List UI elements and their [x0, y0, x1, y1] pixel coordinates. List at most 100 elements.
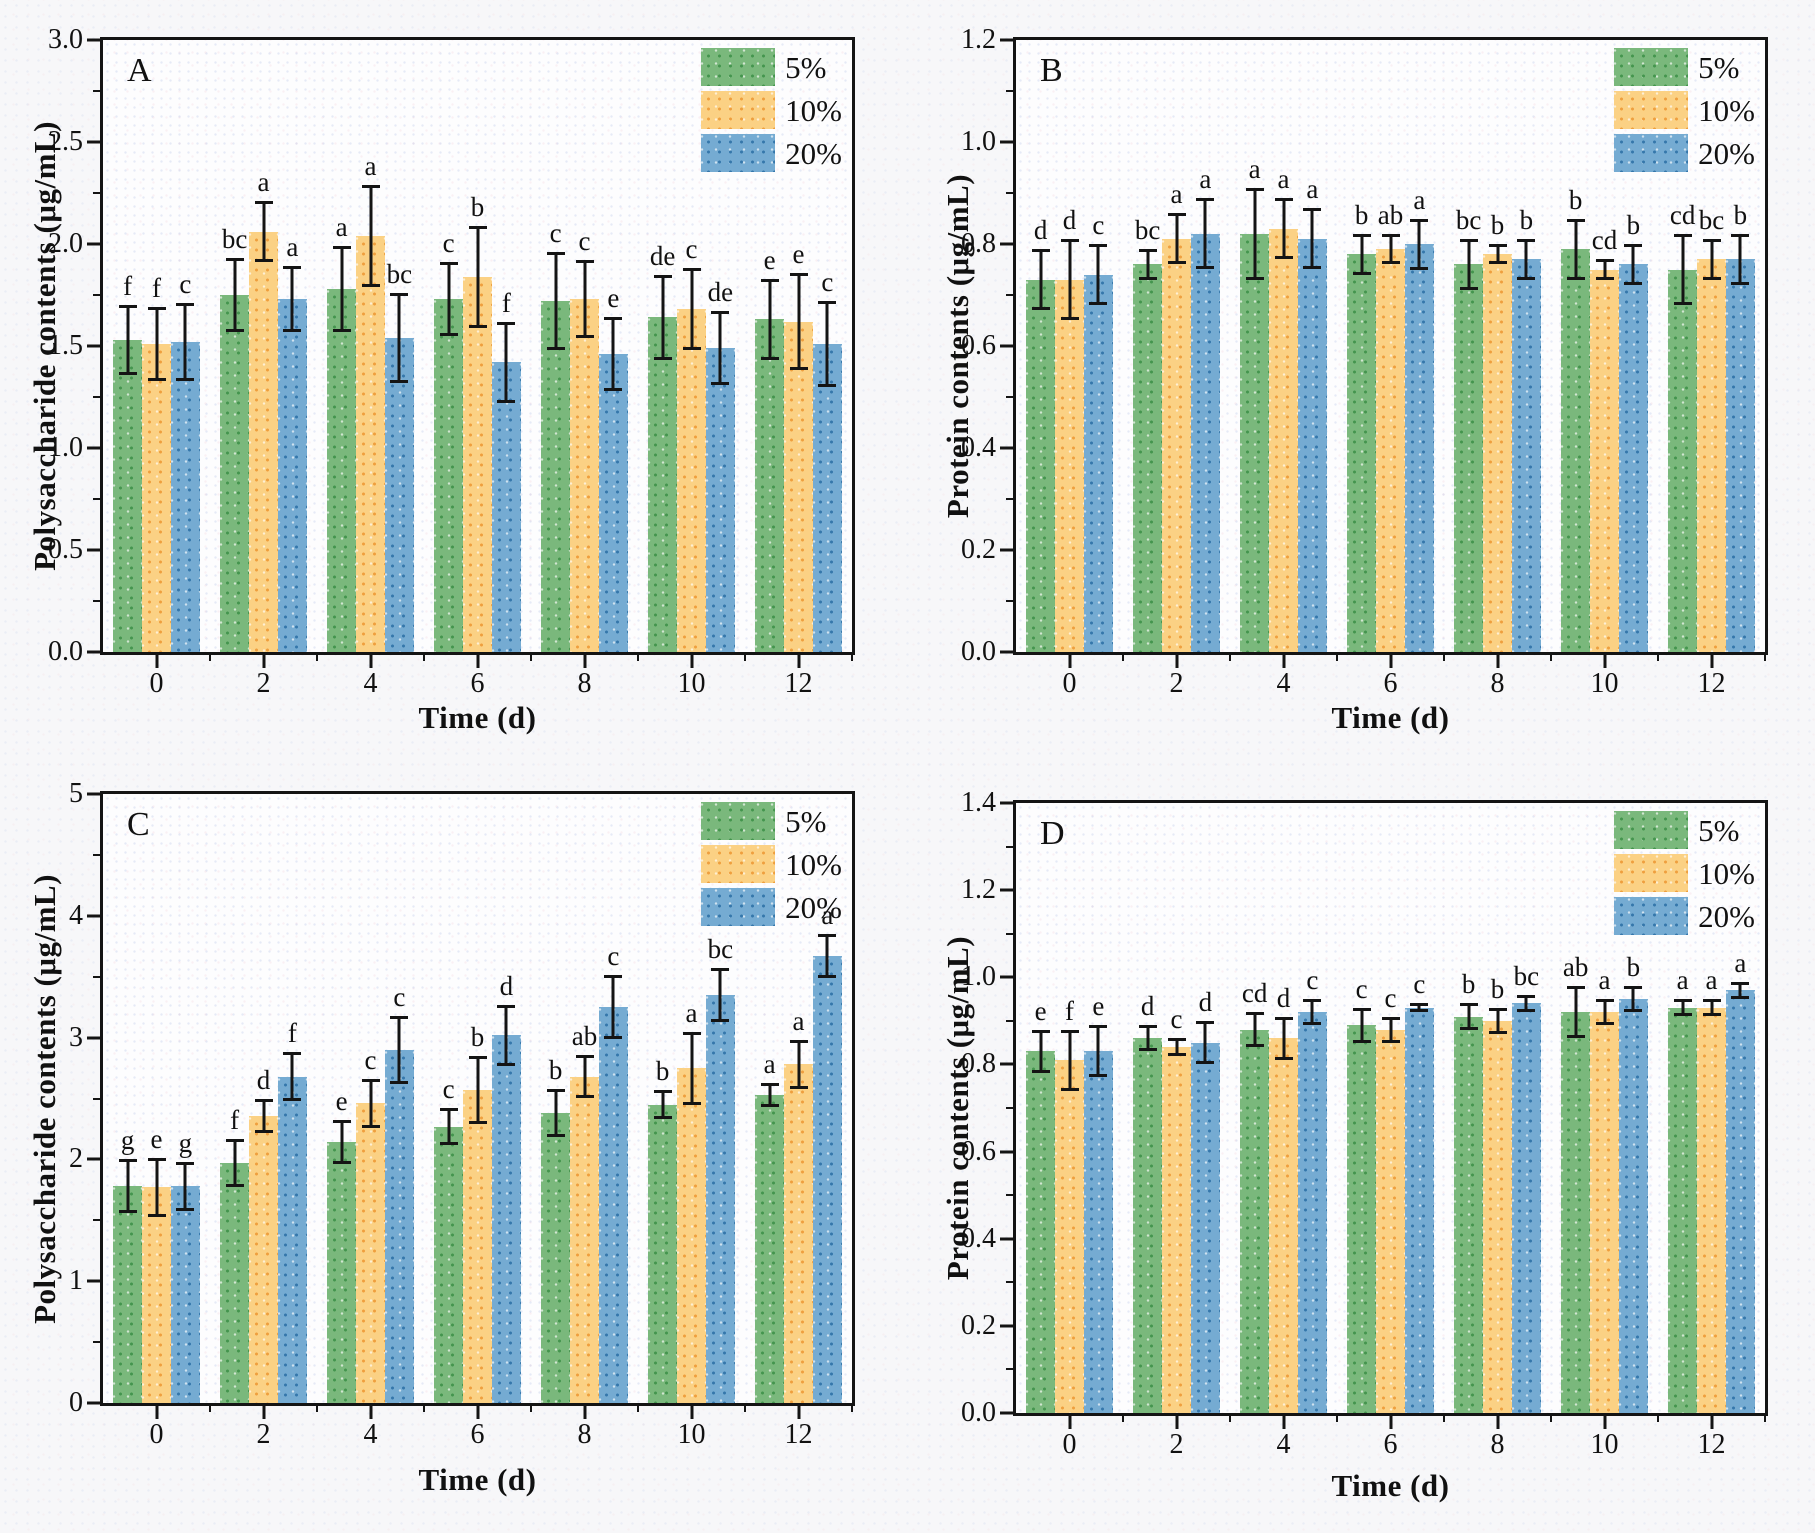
x-axis-minor-tick — [1336, 1415, 1338, 1422]
error-bar-10%-day6 — [468, 1055, 487, 1125]
y-axis-tick-label: 0.6 — [961, 1135, 996, 1167]
y-axis-major-tick — [1000, 242, 1013, 246]
sig-letter-20%-day0: g — [178, 1127, 193, 1158]
x-axis-minor-tick — [1657, 1415, 1659, 1422]
bar-20%-day0 — [1083, 1051, 1113, 1413]
sig-letter-5%-day8: bc — [1455, 204, 1482, 235]
sig-letter-20%-day12: b — [1733, 199, 1748, 230]
y-axis-minor-tick — [1006, 1019, 1013, 1022]
sig-letter-5%-day12: e — [763, 244, 776, 275]
error-bar-5%-day4 — [332, 246, 351, 332]
sig-letter-10%-day12: a — [792, 1006, 805, 1037]
bar-5%-day0 — [113, 339, 143, 652]
bar-10%-day10 — [677, 309, 706, 652]
x-axis-major-tick — [155, 1406, 158, 1419]
error-bar-10%-day6 — [1381, 233, 1400, 265]
bar-5%-day4 — [327, 1142, 357, 1403]
y-axis-major-tick — [87, 1036, 100, 1040]
y-axis-tick-label: 1.2 — [961, 874, 996, 906]
sig-letter-20%-day10: de — [707, 277, 734, 308]
x-axis-tick-label: 4 — [1276, 1429, 1291, 1460]
y-axis-tick-label: 1.5 — [48, 330, 83, 361]
error-bar-10%-day4 — [361, 184, 380, 287]
y-axis-tick-label: 0.2 — [961, 1309, 996, 1341]
sig-letter-5%-day2: d — [1140, 991, 1155, 1022]
x-axis-major-tick — [583, 1406, 586, 1419]
bar-20%-day10 — [1618, 999, 1648, 1413]
sig-letter-20%-day6: a — [1413, 184, 1426, 215]
bar-10%-day4 — [356, 235, 385, 652]
error-bar-10%-day10 — [1595, 259, 1614, 280]
sig-letter-10%-day4: a — [364, 150, 377, 181]
sig-letter-20%-day0: c — [1092, 210, 1105, 240]
error-bar-10%-day0 — [147, 307, 166, 381]
error-bar-10%-day10 — [682, 268, 701, 351]
y-axis-minor-tick — [93, 1341, 100, 1344]
bar-10%-day4 — [1269, 1038, 1298, 1413]
legend-label-5pct: 5% — [1698, 49, 1740, 85]
error-bar-20%-day12 — [1731, 233, 1750, 285]
sig-letter-5%-day4: a — [335, 212, 348, 243]
y-axis-major-tick — [1000, 38, 1013, 42]
legend-item-5pct: 5% — [701, 802, 827, 840]
bar-20%-day12 — [1725, 259, 1755, 652]
error-bar-20%-day4 — [390, 292, 409, 383]
x-axis-minor-tick — [423, 654, 425, 661]
bar-10%-day8 — [570, 1076, 599, 1403]
error-bar-10%-day0 — [1060, 238, 1079, 321]
error-bar-5%-day12 — [1673, 999, 1692, 1017]
error-bar-5%-day0 — [1031, 249, 1050, 311]
y-axis-major-tick — [87, 792, 100, 796]
x-axis-minor-tick — [744, 654, 746, 661]
plot-area-C: 0 1 2 3 4 5 0 2 4 6 8 10 12 g f e c b b a e d c b ab a a g f c d c bc a C… — [69, 778, 855, 1450]
error-bar-20%-day8 — [604, 975, 623, 1039]
bar-20%-day4 — [1297, 238, 1327, 652]
bar-5%-day8 — [1454, 264, 1484, 652]
bar-20%-day10 — [705, 994, 735, 1403]
bar-5%-day6 — [434, 299, 464, 652]
sig-letter-20%-day2: a — [1199, 164, 1212, 195]
bar-5%-day2 — [1133, 1038, 1163, 1413]
y-axis-major-tick — [87, 38, 100, 42]
sig-letter-5%-day8: b — [548, 1054, 563, 1085]
sig-letter-10%-day6: c — [1384, 982, 1397, 1013]
sig-letter-10%-day12: a — [1705, 965, 1718, 996]
sig-letter-10%-day10: c — [685, 234, 698, 265]
sig-letter-5%-day0: d — [1033, 215, 1048, 246]
legend-C: 5% 10% 20% — [701, 802, 842, 926]
x-axis-tick-label: 6 — [1383, 1429, 1398, 1460]
x-axis-tick-label: 12 — [784, 1419, 813, 1450]
sig-letter-10%-day6: b — [470, 1021, 485, 1052]
y-axis-tick-label: 5 — [69, 778, 83, 809]
y-axis-tick-label: 1 — [69, 1265, 83, 1297]
x-axis-title-A: Time (d) — [418, 700, 537, 735]
y-axis-major-tick — [1000, 1237, 1013, 1241]
bar-10%-day2 — [249, 231, 278, 652]
y-axis-title-text: Polysaccharide contents (μg/mL) — [27, 873, 63, 1324]
x-axis-major-tick — [1389, 1416, 1392, 1429]
legend-label-20pct: 20% — [785, 889, 842, 925]
y-axis-minor-tick — [93, 294, 100, 296]
legend-label-20pct: 20% — [785, 135, 842, 171]
error-bar-20%-day10 — [711, 311, 730, 385]
legend-swatch-10pct — [701, 91, 776, 129]
error-bar-20%-day2 — [283, 266, 302, 332]
sig-letter-5%-day4: cd — [1241, 978, 1268, 1009]
x-axis-minor-tick — [423, 1405, 425, 1412]
error-bar-10%-day10 — [682, 1031, 701, 1105]
x-axis-major-tick — [262, 655, 265, 668]
error-bar-10%-day12 — [1702, 238, 1721, 280]
x-axis-minor-tick — [316, 654, 318, 661]
sig-letter-20%-day12: c — [821, 267, 834, 298]
y-axis-minor-tick — [1006, 294, 1013, 296]
sig-letter-10%-day2: a — [1170, 179, 1183, 210]
bar-20%-day6 — [1404, 244, 1434, 652]
bar-10%-day6 — [1376, 249, 1405, 652]
bar-5%-day12 — [1668, 269, 1698, 652]
bar-20%-day8 — [1511, 1003, 1541, 1413]
error-bar-10%-day8 — [1488, 1007, 1507, 1034]
bar-5%-day12 — [1668, 1007, 1698, 1413]
sig-letter-20%-day0: c — [179, 269, 192, 300]
plot-inner-C: 0 1 2 3 4 5 0 2 4 6 8 10 12 g f e c b b a e d c b ab a a g f c d c bc a — [69, 778, 853, 1450]
